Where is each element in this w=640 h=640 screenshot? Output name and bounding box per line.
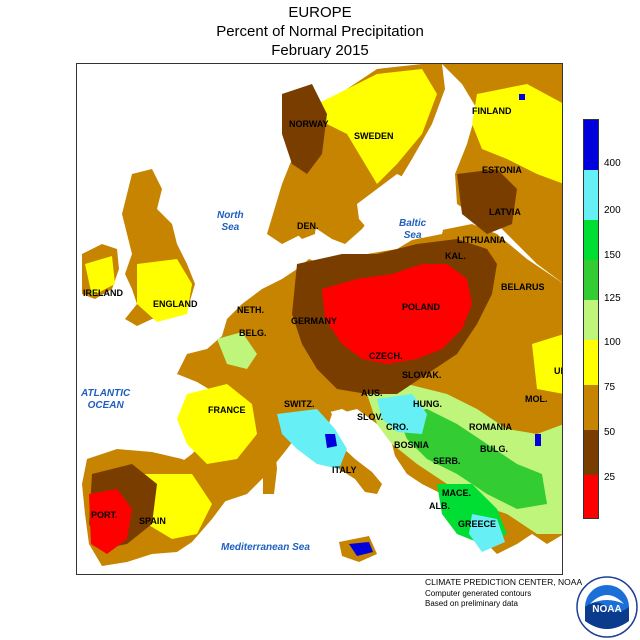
label-atlantic-ocean: ATLANTIC OCEAN <box>81 388 131 411</box>
label-cro: CRO. <box>386 422 409 432</box>
legend-swatch-100-125 <box>584 300 598 340</box>
zone-yellow-east <box>532 334 562 394</box>
map-metric-title: Percent of Normal Precipitation <box>216 23 424 40</box>
label-serb: SERB. <box>433 456 461 466</box>
legend-swatch-lt25 <box>584 475 598 518</box>
noaa-logo: NOAA <box>576 576 638 638</box>
label-mediterranean-sea: Mediterranean Sea <box>221 542 310 553</box>
label-england: ENGLAND <box>153 299 198 309</box>
legend-swatch-50-75 <box>584 385 598 430</box>
label-switz: SWITZ. <box>284 399 315 409</box>
color-legend <box>583 119 599 519</box>
noaa-logo-text: NOAA <box>592 604 621 615</box>
credit-note: Based on preliminary data <box>425 599 518 608</box>
label-baltic-sea: Baltic Sea <box>399 218 427 241</box>
zone-blue-romania <box>535 434 541 446</box>
credit-method: Computer generated contours <box>425 589 532 598</box>
zone-blue-finland <box>519 94 525 100</box>
map-canvas <box>82 64 562 566</box>
label-germany: GERMANY <box>291 316 338 326</box>
label-port: PORT. <box>91 510 118 520</box>
legend-tick-150: 150 <box>604 250 621 261</box>
legend-swatch-200-400 <box>584 170 598 220</box>
label-bulg: BULG. <box>480 444 508 454</box>
label-bosnia: BOSNIA <box>394 440 430 450</box>
zone-lightgreen-france <box>217 332 257 369</box>
zone-yellow-ireland <box>85 256 115 296</box>
label-mol: MOL. <box>525 394 548 404</box>
legend-swatch-25-50 <box>584 430 598 475</box>
label-uk: UK <box>554 366 562 376</box>
legend-tick-400: 400 <box>604 158 621 169</box>
label-slov: SLOV. <box>357 412 384 422</box>
map-period-title: February 2015 <box>271 42 369 59</box>
label-spain: SPAIN <box>139 516 166 526</box>
legend-tick-125: 125 <box>604 293 621 304</box>
legend-tick-75: 75 <box>604 382 616 393</box>
label-neth: NETH. <box>237 305 264 315</box>
legend-tick-200: 200 <box>604 205 621 216</box>
zone-brown-baltic <box>457 169 517 234</box>
label-ireland: IRELAND <box>83 288 123 298</box>
label-romania: ROMANIA <box>469 422 512 432</box>
zone-cyan-greece <box>469 514 505 552</box>
legend-tick-100: 100 <box>604 337 621 348</box>
legend-swatch-75-100 <box>584 340 598 385</box>
label-hung: HUNG. <box>413 399 442 409</box>
label-sweden: SWEDEN <box>354 131 394 141</box>
label-slovak: SLOVAK. <box>402 370 442 380</box>
zone-yellow-britain <box>137 259 192 322</box>
zone-blue-sicily <box>349 542 373 556</box>
zone-yellow-france <box>177 384 257 464</box>
label-belg: BELG. <box>239 328 267 338</box>
zone-red-portugal <box>89 489 132 554</box>
precipitation-map: FINLAND NORWAY SWEDEN ESTONIA LATVIA LIT… <box>76 63 563 575</box>
water-baltic <box>357 174 447 244</box>
label-lithuania: LITHUANIA <box>457 235 506 245</box>
label-kal: KAL. <box>445 251 466 261</box>
label-italy: ITALY <box>332 465 357 475</box>
zone-blue-alps <box>325 434 337 448</box>
zone-red-germany-poland <box>322 264 472 364</box>
zone-cyan-italy <box>277 409 347 469</box>
label-finland: FINLAND <box>472 106 512 116</box>
label-norway: NORWAY <box>289 119 329 129</box>
label-poland: POLAND <box>402 302 440 312</box>
label-czech: CZECH. <box>369 351 403 361</box>
land-denmark <box>292 199 317 239</box>
label-latvia: LATVIA <box>489 207 521 217</box>
zone-cyan-balkans <box>377 394 427 434</box>
label-greece: GREECE <box>458 519 497 529</box>
label-estonia: ESTONIA <box>482 165 522 175</box>
label-mace: MACE. <box>442 488 471 498</box>
water-channel <box>157 319 217 339</box>
land-sardinia <box>263 447 277 494</box>
legend-swatch-125-150 <box>584 260 598 300</box>
water-bodies <box>157 174 447 469</box>
map-region-title: EUROPE <box>288 4 352 21</box>
label-belarus: BELARUS <box>501 282 545 292</box>
zone-yellow-scandinavia <box>317 69 437 184</box>
label-france: FRANCE <box>208 405 246 415</box>
legend-tick-25: 25 <box>604 472 616 483</box>
credit-source: CLIMATE PREDICTION CENTER, NOAA <box>425 577 583 587</box>
zone-green-balkans <box>397 409 547 509</box>
label-north-sea: North Sea <box>217 210 244 233</box>
zone-brown-norway <box>282 84 327 174</box>
label-aus: AUS. <box>361 388 383 398</box>
zone-yellow-finland <box>472 84 562 184</box>
legend-tick-50: 50 <box>604 427 616 438</box>
legend-swatch-gt400 <box>584 120 598 170</box>
label-den: DEN. <box>297 221 319 231</box>
label-alb: ALB. <box>429 501 450 511</box>
water-adriatic <box>337 409 397 469</box>
precip-zones <box>85 69 562 556</box>
legend-swatch-150-200 <box>584 220 598 260</box>
